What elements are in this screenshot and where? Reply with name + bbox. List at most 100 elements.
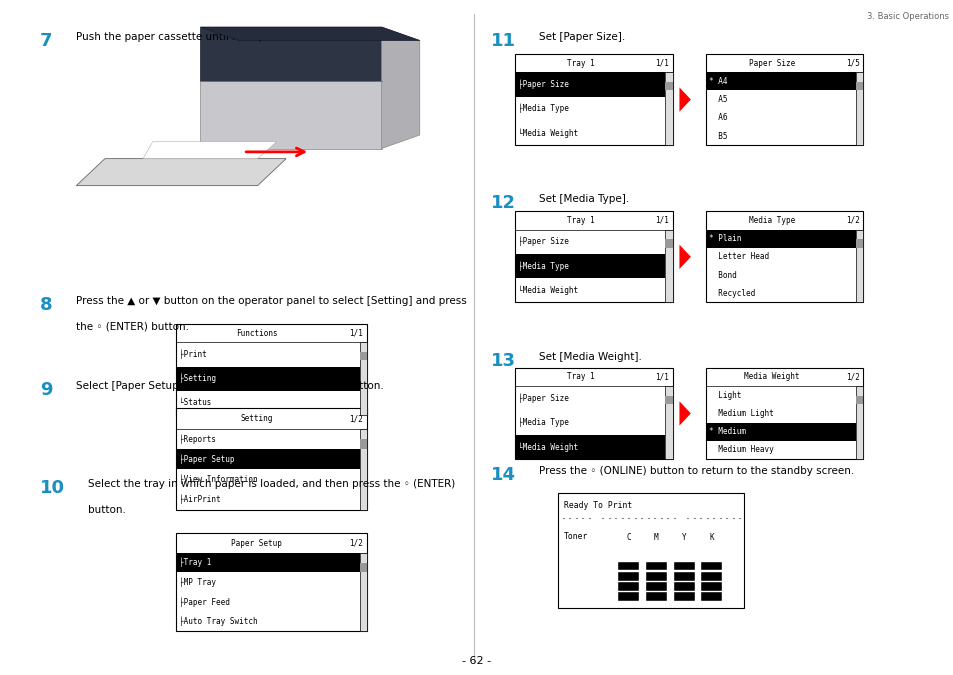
Text: 14: 14	[491, 466, 516, 484]
Text: ├Paper Size: ├Paper Size	[517, 237, 568, 246]
Text: A6: A6	[708, 113, 726, 122]
FancyBboxPatch shape	[618, 572, 639, 580]
Text: ├Tray 1: ├Tray 1	[179, 558, 212, 568]
Text: ├Print: ├Print	[179, 350, 207, 359]
Text: 3. Basic Operations: 3. Basic Operations	[866, 12, 948, 21]
Text: 8: 8	[40, 296, 52, 314]
Text: 12: 12	[491, 194, 516, 213]
Polygon shape	[679, 87, 690, 111]
FancyBboxPatch shape	[705, 230, 855, 248]
Text: 1/1: 1/1	[654, 373, 668, 381]
Text: ├Auto Tray Switch: ├Auto Tray Switch	[179, 616, 257, 626]
Polygon shape	[381, 27, 419, 148]
FancyBboxPatch shape	[855, 230, 862, 302]
FancyBboxPatch shape	[664, 72, 672, 145]
Text: Ready To Print: Ready To Print	[563, 501, 632, 510]
Text: 13: 13	[491, 352, 516, 371]
Text: ├Reports: ├Reports	[179, 434, 216, 443]
Polygon shape	[200, 27, 381, 81]
FancyBboxPatch shape	[705, 368, 862, 459]
FancyBboxPatch shape	[700, 592, 721, 601]
FancyBboxPatch shape	[855, 82, 862, 90]
Text: Media Type: Media Type	[748, 216, 795, 225]
FancyBboxPatch shape	[558, 493, 743, 608]
Text: 11: 11	[491, 32, 516, 51]
FancyBboxPatch shape	[664, 230, 672, 302]
FancyBboxPatch shape	[705, 211, 862, 302]
Text: Paper Setup: Paper Setup	[231, 539, 282, 547]
Text: 1/2: 1/2	[349, 414, 363, 423]
FancyBboxPatch shape	[515, 368, 672, 459]
FancyBboxPatch shape	[176, 324, 367, 415]
Polygon shape	[200, 27, 419, 40]
Polygon shape	[679, 244, 690, 269]
FancyBboxPatch shape	[855, 239, 862, 248]
Text: M: M	[654, 533, 658, 542]
Text: ├Media Type: ├Media Type	[517, 104, 568, 113]
FancyBboxPatch shape	[176, 367, 359, 391]
Text: 7: 7	[40, 32, 52, 51]
Text: 1/2: 1/2	[844, 216, 859, 225]
FancyBboxPatch shape	[176, 553, 359, 572]
Polygon shape	[200, 81, 381, 148]
FancyBboxPatch shape	[700, 572, 721, 580]
Text: * A4: * A4	[708, 77, 726, 86]
FancyBboxPatch shape	[515, 54, 672, 145]
Text: * Plain: * Plain	[708, 234, 740, 243]
Text: Setting: Setting	[240, 414, 273, 423]
FancyBboxPatch shape	[673, 582, 694, 591]
Polygon shape	[143, 142, 276, 159]
Text: ├Paper Size: ├Paper Size	[517, 394, 568, 403]
Text: Bond: Bond	[708, 271, 736, 279]
Text: ├AirPrint: ├AirPrint	[179, 495, 221, 504]
Polygon shape	[679, 401, 690, 426]
FancyBboxPatch shape	[700, 582, 721, 591]
Text: 10: 10	[40, 479, 65, 497]
Text: 1/1: 1/1	[654, 59, 668, 68]
Text: Light: Light	[708, 391, 740, 400]
Text: Set [Paper Size].: Set [Paper Size].	[538, 32, 624, 43]
Text: └Media Weight: └Media Weight	[517, 128, 578, 138]
FancyBboxPatch shape	[855, 396, 862, 404]
Text: K: K	[709, 533, 713, 542]
Text: ├Paper Setup: ├Paper Setup	[179, 454, 234, 464]
Polygon shape	[76, 159, 286, 186]
Text: Media Weight: Media Weight	[743, 373, 799, 381]
Text: ├Media Type: ├Media Type	[517, 261, 568, 271]
FancyBboxPatch shape	[664, 396, 672, 404]
FancyBboxPatch shape	[705, 54, 862, 145]
FancyBboxPatch shape	[673, 572, 694, 580]
Text: Y: Y	[681, 533, 685, 542]
Text: B5: B5	[708, 132, 726, 140]
Text: 1/2: 1/2	[844, 373, 859, 381]
Text: ├Setting: ├Setting	[179, 374, 216, 383]
Text: └Status: └Status	[179, 398, 212, 408]
FancyBboxPatch shape	[176, 408, 367, 510]
FancyBboxPatch shape	[673, 562, 694, 570]
Text: Set [Media Weight].: Set [Media Weight].	[538, 352, 641, 362]
FancyBboxPatch shape	[618, 592, 639, 601]
FancyBboxPatch shape	[515, 72, 664, 97]
Text: └Media Weight: └Media Weight	[517, 286, 578, 295]
FancyBboxPatch shape	[618, 582, 639, 591]
Text: 9: 9	[40, 381, 52, 400]
FancyBboxPatch shape	[645, 572, 666, 580]
FancyBboxPatch shape	[673, 592, 694, 601]
Text: Medium Light: Medium Light	[708, 409, 773, 418]
FancyBboxPatch shape	[645, 582, 666, 591]
FancyBboxPatch shape	[664, 82, 672, 90]
Text: Letter Head: Letter Head	[708, 252, 768, 261]
Text: A5: A5	[708, 95, 726, 104]
FancyBboxPatch shape	[176, 449, 359, 469]
Text: C: C	[626, 533, 630, 542]
FancyBboxPatch shape	[359, 429, 367, 510]
FancyBboxPatch shape	[515, 435, 664, 459]
Text: 1/1: 1/1	[349, 329, 363, 338]
Text: Toner: Toner	[563, 532, 588, 541]
Text: Press the ▲ or ▼ button on the operator panel to select [Setting] and press: Press the ▲ or ▼ button on the operator …	[76, 296, 467, 306]
FancyBboxPatch shape	[618, 562, 639, 570]
FancyBboxPatch shape	[515, 254, 664, 278]
Text: 1/1: 1/1	[654, 216, 668, 225]
Text: button.: button.	[88, 505, 126, 515]
Text: Select [Paper Setup], and then press the ◦ (ENTER) button.: Select [Paper Setup], and then press the…	[76, 381, 384, 391]
